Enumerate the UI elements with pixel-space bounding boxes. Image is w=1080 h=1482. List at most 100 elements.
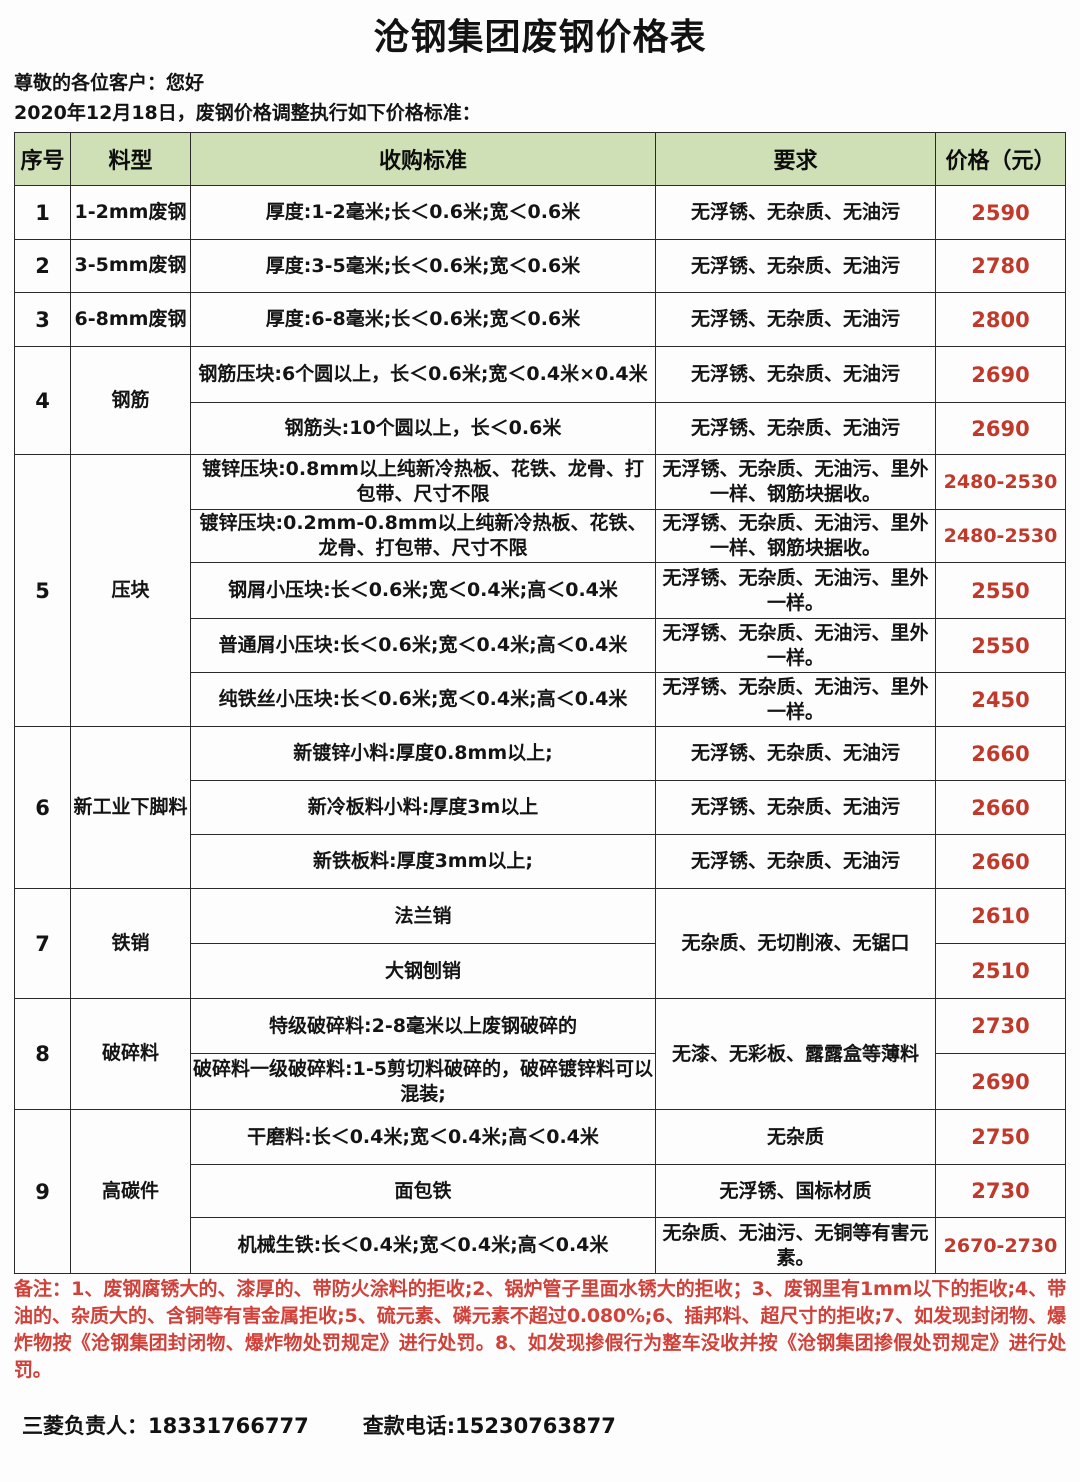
table-row: 机械生铁:长＜0.4米;宽＜0.4米;高＜0.4米 无杂质、无油污、无铜等有害元素… bbox=[15, 1217, 1066, 1275]
table-row: 新冷板料小料:厚度3m以上 无浮锈、无杂质、无油污 2660 bbox=[15, 780, 1066, 836]
table-row: 6 新工业下脚料 新镀锌小料:厚度0.8mm以上; 无浮锈、无杂质、无油污 2660 bbox=[14, 726, 1066, 890]
cell-price: 2670-2730 bbox=[935, 1217, 1066, 1275]
table-row: 破碎料一级破碎料:1-5剪切料破碎的，破碎镀锌料可以混装; 2690 bbox=[15, 1053, 1066, 1111]
cell-requirement: 无浮锈、无杂质、无油污、里外一样、钢筋块据收。 bbox=[655, 509, 936, 564]
cell-purchase-standard: 纯铁丝小压块:长＜0.6米;宽＜0.4米;高＜0.4米 bbox=[190, 672, 656, 728]
cell-price: 2800 bbox=[935, 292, 1066, 348]
table-row: 钢屑小压块:长＜0.6米;宽＜0.4米;高＜0.4米 无浮锈、无杂质、无油污、里外… bbox=[15, 562, 1066, 620]
cell-price: 2690 bbox=[935, 346, 1066, 404]
header-standard: 收购标准 bbox=[190, 132, 656, 187]
cell-material-type: 6-8mm废钢 bbox=[70, 292, 191, 348]
table-row: 3 6-8mm废钢 厚度:6-8毫米;长＜0.6米;宽＜0.6米 无浮锈、无杂质、无油… bbox=[14, 292, 1066, 348]
cell-purchase-standard: 新冷板料小料:厚度3m以上 bbox=[190, 780, 656, 836]
cell-price: 2780 bbox=[935, 239, 1066, 294]
table-row: 4 钢筋 钢筋压块:6个圆以上，长＜0.6米;宽＜0.4米×0.4米 无浮锈、无杂质、… bbox=[14, 346, 1066, 456]
cell-purchase-standard: 钢屑小压块:长＜0.6米;宽＜0.4米;高＜0.4米 bbox=[190, 562, 656, 620]
cell-purchase-standard: 干磨料:长＜0.4米;宽＜0.4米;高＜0.4米 bbox=[190, 1109, 656, 1166]
cell-purchase-standard: 普通屑小压块:长＜0.6米;宽＜0.4米;高＜0.4米 bbox=[190, 618, 656, 674]
table-row: 镀锌压块:0.2mm-0.8mm以上纯新冷热板、花铁、龙骨、打包带、尺寸不限 无浮… bbox=[15, 509, 1066, 564]
cell-price: 2750 bbox=[935, 1109, 1066, 1166]
cell-purchase-standard: 破碎料一级破碎料:1-5剪切料破碎的，破碎镀锌料可以混装; bbox=[190, 1053, 656, 1111]
table-row: 5 压块 镀锌压块:0.8mm以上纯新冷热板、花铁、龙骨、打包带、尺寸不限 无浮锈、无… bbox=[14, 454, 1066, 728]
cell-price: 2590 bbox=[935, 185, 1066, 241]
cell-sequence-number: 4 bbox=[14, 346, 71, 456]
cell-requirement: 无漆、无彩板、露露盒等薄料 bbox=[655, 998, 936, 1111]
cell-requirement: 无浮锈、无杂质、无油污 bbox=[655, 185, 936, 241]
table-header: 序号 料型 收购标准 要求 价格（元） bbox=[14, 132, 1066, 187]
table-row: 新铁板料:厚度3mm以上; 无浮锈、无杂质、无油污 2660 bbox=[15, 834, 1066, 890]
cell-price: 2690 bbox=[935, 1053, 1066, 1111]
cell-requirement: 无浮锈、无杂质、无油污 bbox=[655, 239, 936, 294]
cell-purchase-standard: 大钢刨销 bbox=[190, 943, 656, 1000]
cell-purchase-standard: 面包铁 bbox=[190, 1164, 656, 1219]
cell-purchase-standard: 镀锌压块:0.8mm以上纯新冷热板、花铁、龙骨、打包带、尺寸不限 bbox=[190, 454, 656, 511]
cell-requirement: 无杂质、无油污、无铜等有害元素。 bbox=[655, 1217, 936, 1275]
cell-requirement: 无浮锈、无杂质、无油污、里外一样、钢筋块据收。 bbox=[655, 454, 936, 511]
header-price: 价格（元） bbox=[935, 132, 1066, 187]
cell-purchase-standard: 厚度:1-2毫米;长＜0.6米;宽＜0.6米 bbox=[190, 185, 656, 241]
cell-price: 2660 bbox=[935, 780, 1066, 836]
cell-requirement: 无浮锈、无杂质、无油污 bbox=[655, 726, 936, 782]
cell-sequence-number: 1 bbox=[14, 185, 71, 241]
cell-price: 2480-2530 bbox=[935, 509, 1066, 564]
cell-purchase-standard: 钢筋头:10个圆以上，长＜0.6米 bbox=[190, 402, 656, 456]
cell-purchase-standard: 机械生铁:长＜0.4米;宽＜0.4米;高＜0.4米 bbox=[190, 1217, 656, 1275]
page-title: 沧钢集团废钢价格表 bbox=[373, 17, 707, 58]
inquiry-phone[interactable]: 15230763877 bbox=[455, 1413, 616, 1438]
cell-material-type: 破碎料 bbox=[70, 998, 191, 1111]
table-row: 2 3-5mm废钢 厚度:3-5毫米;长＜0.6米;宽＜0.6米 无浮锈、无杂质、无油… bbox=[14, 239, 1066, 294]
cell-purchase-standard: 新镀锌小料:厚度0.8mm以上; bbox=[190, 726, 656, 782]
cell-requirement: 无浮锈、无杂质、无油污、里外一样。 bbox=[655, 562, 936, 620]
manager-phone[interactable]: 18331766777 bbox=[148, 1413, 309, 1438]
cell-price: 2510 bbox=[935, 943, 1066, 1000]
cell-requirement: 无浮锈、无杂质、无油污 bbox=[655, 292, 936, 348]
cell-requirement: 无浮锈、国标材质 bbox=[655, 1164, 936, 1219]
cell-purchase-standard: 厚度:6-8毫米;长＜0.6米;宽＜0.6米 bbox=[190, 292, 656, 348]
cell-sequence-number: 2 bbox=[14, 239, 71, 294]
cell-requirement: 无浮锈、无杂质、无油污 bbox=[655, 346, 936, 404]
cell-sequence-number: 6 bbox=[14, 726, 71, 890]
header-requirement: 要求 bbox=[655, 132, 936, 187]
header-no: 序号 bbox=[14, 132, 71, 187]
table-row: 1 1-2mm废钢 厚度:1-2毫米;长＜0.6米;宽＜0.6米 无浮锈、无杂质、无油… bbox=[14, 185, 1066, 241]
cell-price: 2480-2530 bbox=[935, 454, 1066, 511]
cell-material-type: 3-5mm废钢 bbox=[70, 239, 191, 294]
cell-sequence-number: 9 bbox=[14, 1109, 71, 1275]
cell-requirement: 无杂质 bbox=[655, 1109, 936, 1166]
cell-material-type: 铁销 bbox=[70, 888, 191, 1000]
notes-text: 备注：1、废钢腐锈大的、漆厚的、带防火涂料的拒收;2、锅炉管子里面水锈大的拒收；… bbox=[14, 1278, 1066, 1381]
cell-price: 2660 bbox=[935, 834, 1066, 890]
cell-price: 2730 bbox=[935, 998, 1066, 1055]
manager-label: 三菱负责人： bbox=[22, 1413, 148, 1438]
cell-sequence-number: 7 bbox=[14, 888, 71, 1000]
cell-price: 2550 bbox=[935, 562, 1066, 620]
cell-price: 2730 bbox=[935, 1164, 1066, 1219]
table-row: 7 铁销 法兰销 无杂质、无切削液、无锯口 2610 bbox=[14, 888, 1066, 1000]
greeting-block: 尊敬的各位客户：您好 2020年12月18日，废钢价格调整执行如下价格标准： bbox=[0, 59, 1080, 132]
header-type: 料型 bbox=[70, 132, 191, 187]
cell-price: 2610 bbox=[935, 888, 1066, 945]
cell-purchase-standard: 法兰销 bbox=[190, 888, 656, 945]
table-row: 普通屑小压块:长＜0.6米;宽＜0.4米;高＜0.4米 无浮锈、无杂质、无油污、里… bbox=[15, 618, 1066, 674]
cell-price: 2690 bbox=[935, 402, 1066, 456]
cell-purchase-standard: 钢筋压块:6个圆以上，长＜0.6米;宽＜0.4米×0.4米 bbox=[190, 346, 656, 404]
inquiry-label: 查款电话: bbox=[362, 1413, 456, 1438]
cell-material-type: 1-2mm废钢 bbox=[70, 185, 191, 241]
contact-line: 三菱负责人：18331766777 查款电话:15230763877 bbox=[22, 1410, 1080, 1440]
cell-requirement: 无浮锈、无杂质、无油污 bbox=[655, 780, 936, 836]
cell-requirement: 无杂质、无切削液、无锯口 bbox=[655, 888, 936, 1000]
cell-price: 2550 bbox=[935, 618, 1066, 674]
cell-material-type: 新工业下脚料 bbox=[70, 726, 191, 890]
table-row: 大钢刨销 2510 bbox=[15, 943, 1066, 1000]
cell-purchase-standard: 新铁板料:厚度3mm以上; bbox=[190, 834, 656, 890]
cell-purchase-standard: 特级破碎料:2-8毫米以上废钢破碎的 bbox=[190, 998, 656, 1055]
table-row: 9 高碳件 干磨料:长＜0.4米;宽＜0.4米;高＜0.4米 无杂质 2750 bbox=[14, 1109, 1066, 1275]
cell-price: 2660 bbox=[935, 726, 1066, 782]
cell-requirement: 无浮锈、无杂质、无油污 bbox=[655, 402, 936, 456]
cell-material-type: 高碳件 bbox=[70, 1109, 191, 1275]
effective-date-line: 2020年12月18日，废钢价格调整执行如下价格标准： bbox=[14, 101, 481, 124]
cell-purchase-standard: 厚度:3-5毫米;长＜0.6米;宽＜0.6米 bbox=[190, 239, 656, 294]
cell-requirement: 无浮锈、无杂质、无油污、里外一样。 bbox=[655, 618, 936, 674]
cell-requirement: 无浮锈、无杂质、无油污 bbox=[655, 834, 936, 890]
table-row: 8 破碎料 特级破碎料:2-8毫米以上废钢破碎的 无漆、无彩板、露露盒等薄料 2730 bbox=[14, 998, 1066, 1111]
